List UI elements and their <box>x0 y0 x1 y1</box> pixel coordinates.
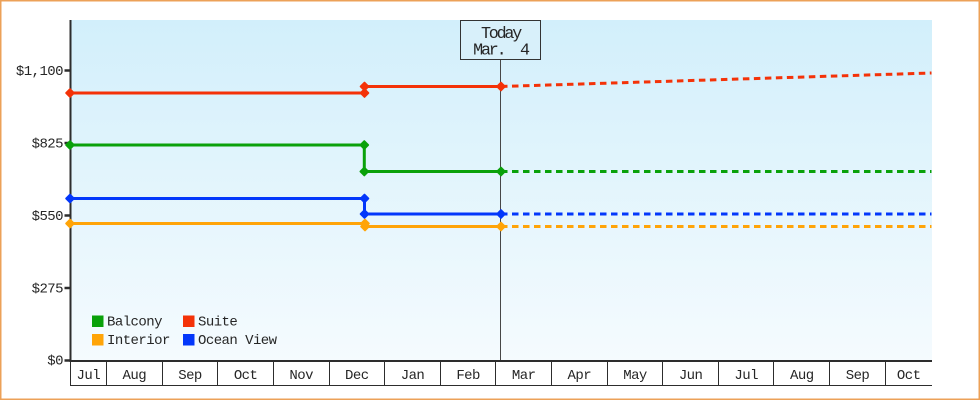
svg-text:Suite: Suite <box>198 315 237 331</box>
svg-text:May: May <box>623 368 647 384</box>
svg-text:Nov: Nov <box>289 368 313 384</box>
svg-text:Aug: Aug <box>790 368 814 384</box>
svg-text:$1,100: $1,100 <box>16 64 63 80</box>
svg-text:Sep: Sep <box>846 368 870 384</box>
svg-text:Oct: Oct <box>897 368 921 384</box>
svg-text:Aug: Aug <box>123 368 147 384</box>
svg-text:Sep: Sep <box>178 368 202 384</box>
svg-text:Feb: Feb <box>456 368 480 384</box>
svg-text:Mar: Mar <box>512 368 536 384</box>
svg-text:Ocean View: Ocean View <box>198 333 278 349</box>
svg-text:$550: $550 <box>32 209 64 225</box>
svg-text:Mar. 4: Mar. 4 <box>473 42 530 61</box>
svg-text:Today: Today <box>481 25 522 44</box>
svg-text:Jun: Jun <box>679 368 703 384</box>
svg-text:Apr: Apr <box>568 368 592 384</box>
svg-text:Jul: Jul <box>734 368 758 384</box>
svg-text:$275: $275 <box>32 282 64 298</box>
svg-text:$825: $825 <box>32 137 64 153</box>
svg-text:Dec: Dec <box>345 368 369 384</box>
svg-text:Interior: Interior <box>107 333 170 349</box>
svg-text:Jan: Jan <box>401 368 425 384</box>
svg-text:Jul: Jul <box>77 368 101 384</box>
svg-text:Oct: Oct <box>234 368 258 384</box>
svg-text:Balcony: Balcony <box>107 315 162 331</box>
svg-text:$0: $0 <box>47 354 63 370</box>
